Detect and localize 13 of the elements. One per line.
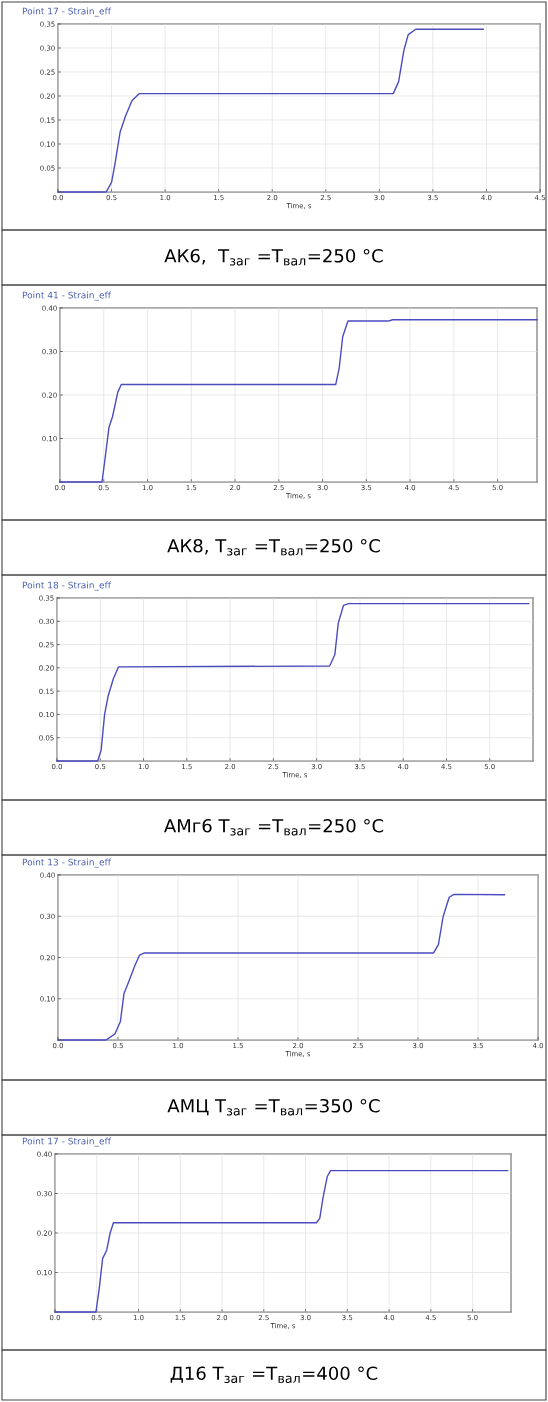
chart-subtitle: Point 18 - Strain_eff <box>22 581 112 591</box>
chart-subtitle: Point 17 - Strain_eff <box>22 1137 112 1147</box>
text: АК6, T$_{заг}$ =T$_{вал}$=250 °C <box>164 248 383 266</box>
line-series <box>57 893 506 1041</box>
text: АМЦ T$_{заг}$ =T$_{вал}$=350 °C <box>167 1098 380 1116</box>
chart-subtitle: Point 13 - Strain_eff <box>22 858 112 868</box>
text: АК8, T$_{заг}$ =T$_{вал}$=250 °C <box>167 538 380 556</box>
chart-subtitle: Point 41 - Strain_eff <box>22 291 112 301</box>
line-series <box>57 28 484 193</box>
text: АМг6 T$_{заг}$ =T$_{вал}$=250 °C <box>164 818 384 836</box>
chart-subtitle: Point 17 - Strain_eff <box>22 7 112 17</box>
line-series <box>56 602 530 762</box>
text: Д16 T$_{заг}$ =T$_{вал}$=400 °C <box>170 1366 378 1383</box>
